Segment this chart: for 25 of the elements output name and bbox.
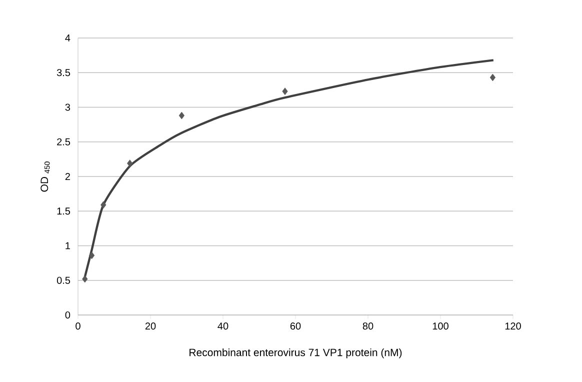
y-axis-title: OD $_{450}$ [40,162,50,192]
y-tick-label: 1 [66,242,70,250]
point [82,275,88,283]
point [282,88,288,96]
point [490,74,496,82]
y-tick-label: 3 [65,104,70,111]
y-tick-label: 2.5 [57,138,70,146]
y-tick-label: 3.5 [56,69,70,76]
x-tick-label: 120 [505,322,521,330]
x-tick-label: 60 [290,322,301,330]
y-tick-label: 2 [65,173,70,180]
point [127,160,133,168]
x-axis-title: Recombinant enterovirus 71 VP1 protein (nM) [190,348,402,358]
x-tick-label: 0 [76,322,80,330]
point [88,252,95,260]
y-tick-label: 0.5 [56,276,70,284]
x-tick-label: 40 [218,322,228,330]
x-tick-label: 100 [432,322,448,330]
x-tick-label: 20 [145,322,156,330]
point [178,112,185,120]
y-tick-label: 4 [65,34,70,42]
point [100,201,106,209]
y-tick-label: 0 [65,311,70,319]
y-tick-label: 1.5 [57,208,70,215]
x-tick-label: 80 [362,322,374,330]
